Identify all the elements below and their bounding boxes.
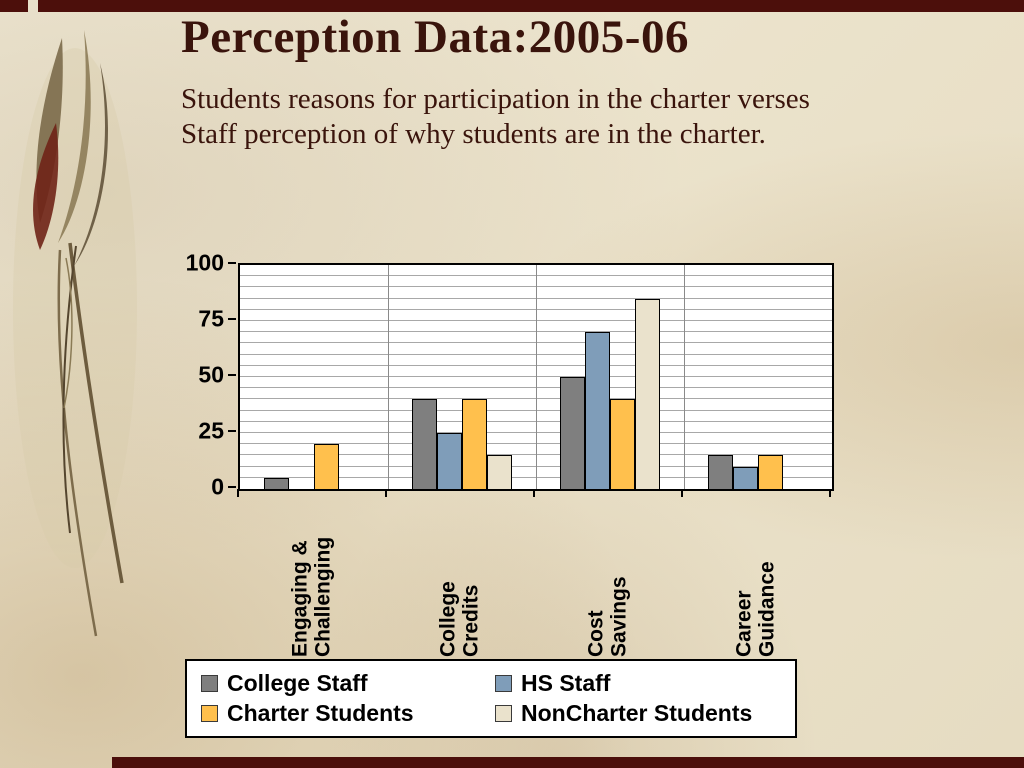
bar-group-college <box>388 265 536 489</box>
x-axis-ticks <box>237 489 831 499</box>
x-label-cell: Engaging & Challenging <box>238 499 386 657</box>
x-axis-label-cost: Cost Savings <box>584 576 630 657</box>
category-separator-line <box>388 265 389 489</box>
x-axis-tickmark <box>385 489 387 497</box>
x-axis-tickmark <box>681 489 683 497</box>
x-axis-tickmark <box>237 489 239 497</box>
bar-charter-students-college <box>462 399 487 489</box>
slide-subtitle: Students reasons for participation in th… <box>181 83 810 151</box>
x-axis-label-career: Career Guidance <box>732 561 778 657</box>
y-axis-tickmark-0 <box>228 486 236 488</box>
top-border-segment <box>0 0 28 12</box>
legend-label-hs-staff: HS Staff <box>521 670 611 696</box>
slide-title: Perception Data:2005-06 <box>181 11 689 63</box>
bottom-border-bar <box>112 757 1024 768</box>
bar-group-cost <box>536 265 684 489</box>
legend-item-hs-staff: HS Staff <box>495 670 781 696</box>
legend-swatch-noncharter-students <box>495 705 512 723</box>
x-axis-label-college: College Credits <box>436 581 482 657</box>
bar-hs-staff-college <box>437 433 462 489</box>
y-axis-tickmark-50 <box>228 374 236 376</box>
bar-college-staff-engaging <box>264 477 289 489</box>
decorative-plant-image <box>13 30 137 637</box>
legend-swatch-hs-staff <box>495 674 512 692</box>
plot-area <box>238 263 834 491</box>
y-axis: 0 25 50 75 100 <box>164 251 236 498</box>
x-axis-tickmark <box>829 489 831 497</box>
x-label-cell: Career Guidance <box>682 499 830 657</box>
x-axis-label-engaging: Engaging & Challenging <box>288 536 334 657</box>
x-axis-tickmark <box>533 489 535 497</box>
x-axis-labels: Engaging & Challenging College Credits Cos… <box>238 499 830 657</box>
legend-label-noncharter-students: NonCharter Students <box>521 700 753 727</box>
bar-college-staff-career <box>708 455 733 489</box>
x-label-cell: College Credits <box>386 499 534 657</box>
category-separator-line <box>684 265 685 489</box>
top-border-bar <box>38 0 1024 12</box>
bar-noncharter-students-college <box>487 455 512 489</box>
legend-swatch-charter-students <box>201 705 218 723</box>
bar-charter-students-cost <box>610 399 635 489</box>
bar-group-career <box>684 265 832 489</box>
legend-swatch-college-staff <box>201 674 218 692</box>
chart-legend: College Staff HS Staff Charter Students Non… <box>185 659 797 738</box>
bar-charter-students-career <box>758 455 783 489</box>
legend-label-college-staff: College Staff <box>227 670 368 696</box>
y-axis-label-0: 0 <box>211 473 224 500</box>
y-axis-label-75: 75 <box>198 305 224 332</box>
x-label-cell: Cost Savings <box>534 499 682 657</box>
bar-hs-staff-cost <box>585 332 610 489</box>
y-axis-tickmark-25 <box>228 430 236 432</box>
bar-hs-staff-career <box>733 466 758 489</box>
legend-item-charter-students: Charter Students <box>201 700 487 726</box>
y-axis-label-100: 100 <box>185 249 224 276</box>
y-axis-label-25: 25 <box>198 417 224 444</box>
legend-label-charter-students: Charter Students <box>227 700 414 727</box>
bar-group-engaging <box>240 265 388 489</box>
bar-noncharter-students-cost <box>635 298 660 489</box>
category-separator-line <box>536 265 537 489</box>
y-axis-tickmark-100 <box>228 262 236 264</box>
bar-college-staff-cost <box>560 377 585 489</box>
legend-item-college-staff: College Staff <box>201 670 487 696</box>
y-axis-tickmark-75 <box>228 318 236 320</box>
legend-item-noncharter-students: NonCharter Students <box>495 700 781 726</box>
bar-charter-students-engaging <box>314 444 339 489</box>
y-axis-label-50: 50 <box>198 361 224 388</box>
bar-college-staff-college <box>412 399 437 489</box>
